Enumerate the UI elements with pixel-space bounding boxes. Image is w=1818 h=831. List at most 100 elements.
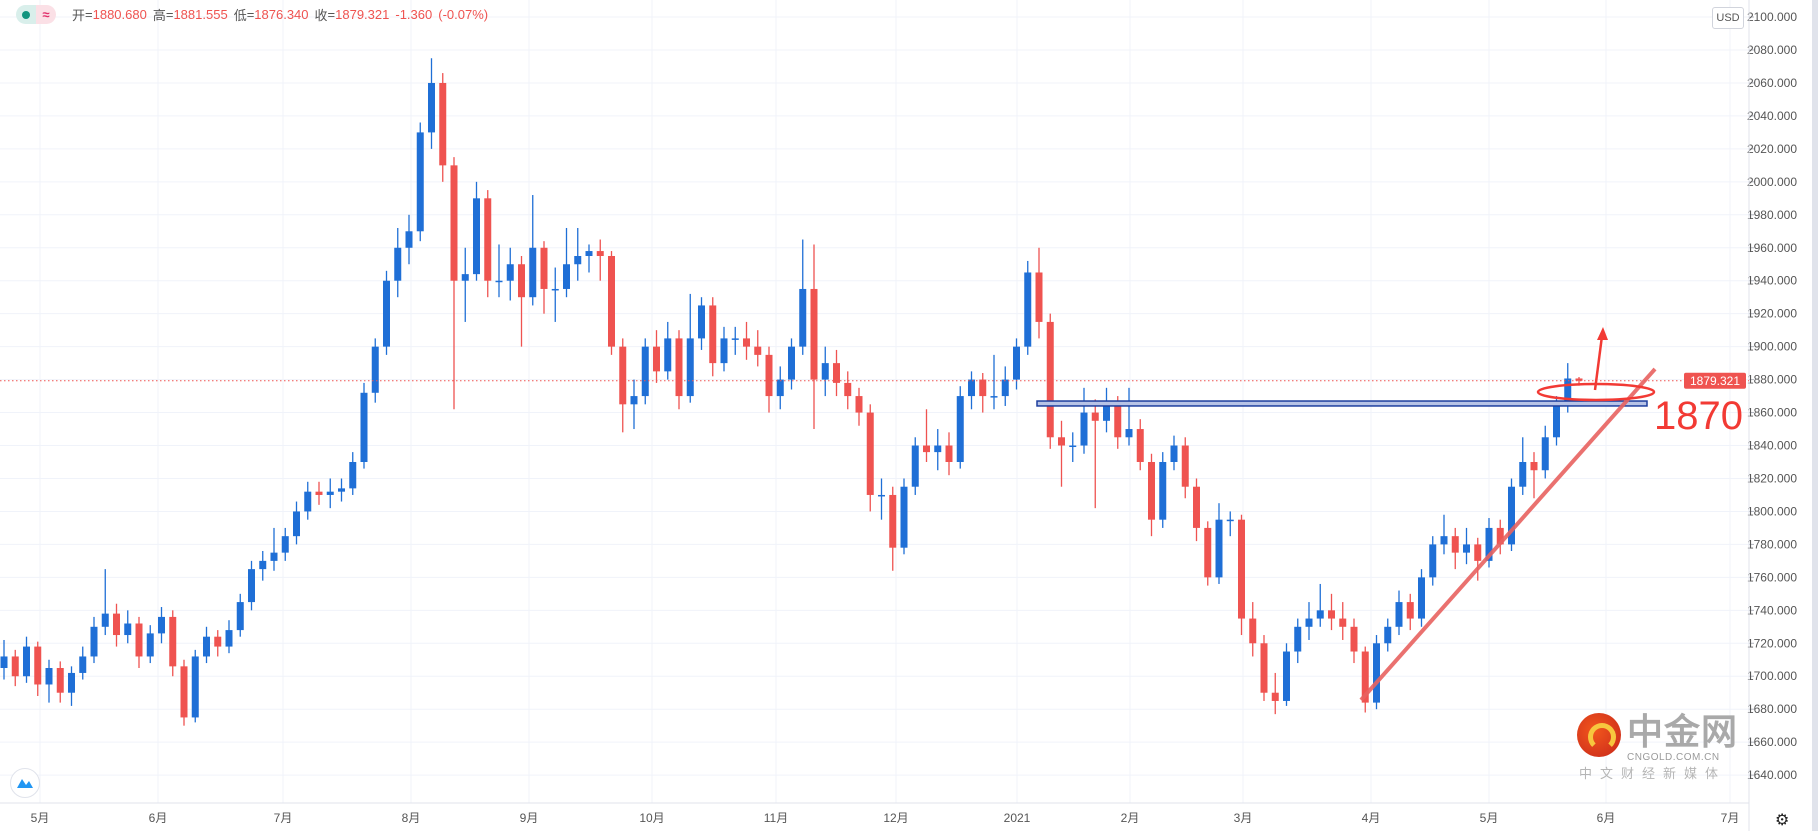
currency-button[interactable]: USD [1712, 7, 1744, 29]
x-tick-label: 6月 [1597, 811, 1616, 825]
candle-body [326, 491, 334, 495]
y-tick-label: 1700.000 [1747, 669, 1797, 683]
candle-body [1361, 651, 1369, 703]
candle-body [506, 264, 514, 281]
candle-body [731, 338, 739, 340]
high-label: 高 [152, 8, 166, 23]
symbol-status-pill[interactable]: ≈ [16, 5, 56, 24]
candle-body [1069, 445, 1077, 448]
y-tick-label: 1780.000 [1747, 537, 1797, 551]
candle-body [1080, 412, 1088, 446]
candle-body [1575, 378, 1583, 381]
candle-body [1541, 437, 1549, 471]
candle-body [653, 346, 660, 372]
candle [518, 256, 525, 347]
candle [1159, 452, 1167, 528]
candle-body [1148, 462, 1155, 520]
candle-body [1091, 412, 1099, 421]
candle [596, 239, 604, 281]
candle-body [518, 264, 525, 298]
close-value: 1879.321 [335, 7, 390, 22]
candle [1181, 437, 1189, 499]
candle [776, 366, 784, 410]
candle [461, 247, 469, 322]
candle-body [596, 251, 604, 256]
brand-domain: CNGOLD.COM.CN [1627, 752, 1720, 763]
candle [68, 666, 75, 706]
candle [1339, 602, 1347, 640]
candle-body [529, 247, 537, 298]
candle [945, 432, 953, 476]
candle-body [1159, 462, 1167, 520]
candle-body [1305, 618, 1313, 627]
y-tick-label: 2080.000 [1747, 43, 1797, 57]
y-tick-label: 1980.000 [1747, 208, 1797, 222]
candle-body [945, 445, 953, 462]
candle [900, 478, 908, 555]
candle-body [1406, 602, 1414, 619]
candle [383, 270, 390, 355]
candle-body [34, 646, 42, 685]
candle-body [776, 379, 784, 397]
candle [821, 346, 829, 397]
candle-body [821, 363, 829, 380]
candle-body [135, 623, 143, 657]
candle [574, 227, 582, 281]
candle-body [293, 511, 300, 537]
candle [675, 330, 683, 410]
candle [450, 157, 458, 410]
candle-body [1474, 544, 1482, 561]
cngold-watermark: 中金网 CNGOLD.COM.CN 中文财经新媒体 [1575, 712, 1745, 782]
candle-body [1463, 544, 1470, 553]
candle-body [664, 338, 672, 372]
brand-tagline: 中文财经新媒体 [1579, 766, 1727, 781]
candle [1519, 437, 1527, 495]
candle [394, 227, 402, 298]
candle [956, 386, 964, 469]
candle-body [383, 280, 390, 347]
candle-body [1193, 486, 1200, 528]
candle-body [281, 536, 289, 553]
x-tick-label: 5月 [1480, 811, 1499, 825]
candle [540, 241, 548, 314]
candle-body [810, 288, 818, 380]
candle [866, 404, 874, 512]
candle [203, 626, 210, 664]
cngold-logo-icon [1577, 713, 1621, 757]
candle-body [1418, 577, 1425, 619]
candle [1001, 366, 1009, 406]
candle-body [563, 264, 570, 289]
candle [619, 338, 627, 433]
candle-body [405, 231, 413, 248]
candle [990, 354, 998, 410]
candle-body [923, 445, 930, 453]
candle-body [1013, 346, 1020, 380]
candle [1474, 537, 1482, 581]
y-tick-label: 1960.000 [1747, 241, 1797, 255]
candle-body [1058, 437, 1065, 446]
candle [34, 641, 42, 697]
candle [416, 122, 424, 242]
candle-body [1024, 272, 1032, 347]
y-tick-label: 1760.000 [1747, 570, 1797, 584]
candle-body [574, 256, 582, 265]
x-tick-label: 6月 [149, 811, 168, 825]
candle-body [608, 256, 615, 347]
gear-icon[interactable]: ⚙ [1775, 812, 1790, 829]
candle [135, 616, 143, 668]
candle-body [1238, 519, 1245, 619]
candle [641, 338, 649, 405]
candle [326, 478, 334, 509]
y-tick-label: 1860.000 [1747, 406, 1797, 420]
candle-body [1429, 544, 1437, 578]
candle-body [540, 247, 548, 289]
candle [1316, 583, 1324, 627]
candle [259, 550, 267, 581]
x-tick-label: 3月 [1234, 811, 1253, 825]
candle [1418, 569, 1425, 627]
equals-sign: = [165, 7, 174, 22]
candle-body [158, 616, 165, 634]
tradingview-logo[interactable] [10, 768, 40, 798]
candle-body [1530, 462, 1538, 471]
